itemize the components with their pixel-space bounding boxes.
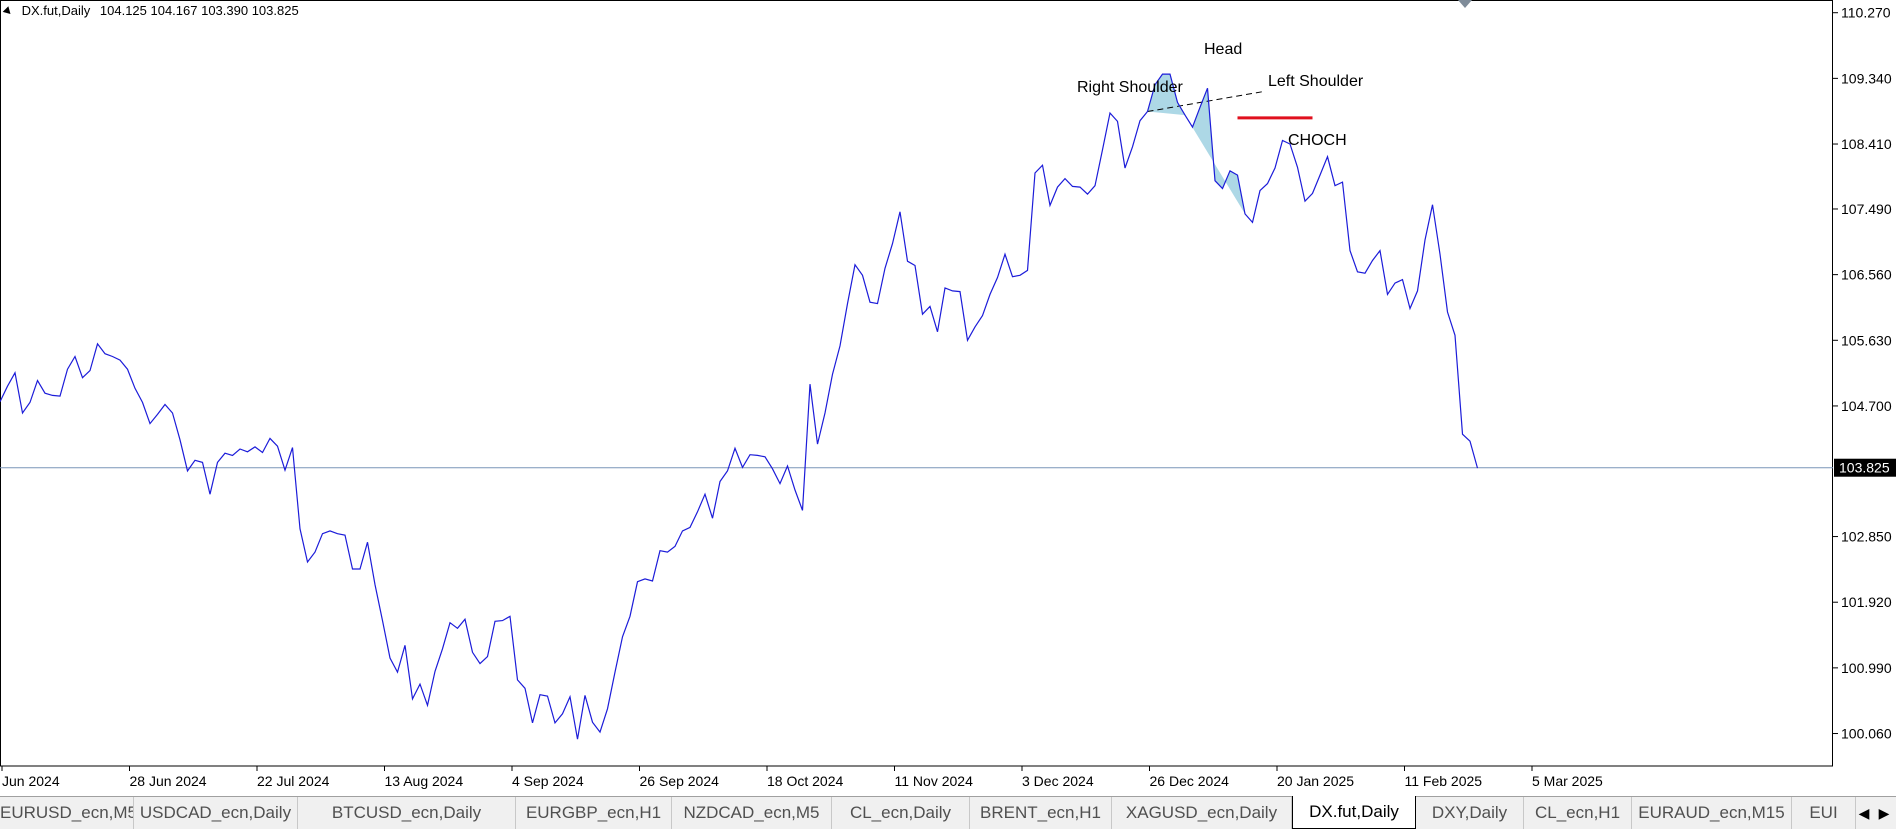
x-tick-label: 22 Jul 2024 [257,773,330,789]
tab-nzdcad-m5[interactable]: NZDCAD_ecn,M5 [672,797,832,829]
tab-dxy-daily[interactable]: DXY,Daily [1416,797,1524,829]
tab-overflow[interactable]: EUI [1792,797,1856,829]
x-tick-label: 3 Dec 2024 [1022,773,1094,789]
tab-btcusd-daily[interactable]: BTCUSD_ecn,Daily [298,797,516,829]
tab-euraud-m15[interactable]: EURAUD_ecn,M15 [1632,797,1792,829]
x-tick-label: 11 Feb 2025 [1405,773,1483,789]
scroll-tabs-left-icon[interactable]: ◀ [1858,805,1870,821]
x-tick-label: 4 Sep 2024 [512,773,584,789]
tab-dx-fut-daily[interactable]: DX.fut,Daily [1292,796,1416,829]
x-tick-label: 26 Dec 2024 [1150,773,1230,789]
y-tick-label: 100.060 [1841,726,1892,742]
tab-eurusd-m5[interactable]: EURUSD_ecn,M5 [0,797,134,829]
head-label: Head [1204,41,1242,58]
collapse-arrow-icon[interactable] [2,6,14,17]
x-tick-label: 18 Oct 2024 [767,773,843,789]
x-tick-label: 26 Sep 2024 [640,773,720,789]
y-tick-label: 100.990 [1841,660,1892,676]
choch-label: CHOCH [1288,132,1347,149]
x-tick-label: Jun 2024 [2,773,60,789]
current-price-tag [1834,458,1896,477]
chart-area[interactable]: 110.270 109.340 108.410 107.490 106.560 105.6… [0,0,1896,796]
right-shoulder-fill [1147,74,1185,116]
chart-shift-marker-icon[interactable] [1458,0,1472,8]
y-tick-label: 101.920 [1841,594,1892,610]
plot-frame [0,0,1833,767]
tab-cl-h1[interactable]: CL_ecn,H1 [1524,797,1632,829]
y-tick-label: 109.340 [1841,70,1892,86]
y-tick-label: 105.630 [1841,332,1892,348]
y-tick-label: 110.270 [1841,5,1891,21]
y-tick-label: 104.700 [1841,398,1892,414]
x-tick-label: 11 Nov 2024 [895,773,974,789]
symbol-header: DX.fut,Daily 104.125 104.167 103.390 103… [2,3,299,18]
price-chart[interactable]: 110.270 109.340 108.410 107.490 106.560 105.6… [0,0,1896,796]
x-tick-label: 20 Jan 2025 [1277,773,1354,789]
left-shoulder-label: Left Shoulder [1268,73,1364,90]
x-tick-label: 28 Jun 2024 [130,773,207,789]
scroll-tabs-right-icon[interactable]: ▶ [1878,805,1890,821]
tab-eurgbp-h1[interactable]: EURGBP_ecn,H1 [516,797,672,829]
head-fill [1185,88,1245,214]
chart-tab-bar: EURUSD_ecn,M5 USDCAD_ecn,Daily BTCUSD_ec… [0,796,1896,829]
tab-usdcad-daily[interactable]: USDCAD_ecn,Daily [134,797,298,829]
current-price-label: 103.825 [1839,460,1890,476]
tab-xagusd-daily[interactable]: XAGUSD_ecn,Daily [1112,797,1292,829]
symbol-label: DX.fut,Daily [21,3,91,18]
y-tick-label: 106.560 [1841,267,1892,283]
y-tick-label: 107.490 [1841,201,1892,217]
tab-brent-h1[interactable]: BRENT_ecn,H1 [970,797,1112,829]
right-shoulder-label: Right Shoulder [1077,79,1184,96]
x-tick-label: 13 Aug 2024 [385,773,464,789]
price-line [0,73,1479,740]
ohlc-values: 104.125 104.167 103.390 103.825 [99,3,299,18]
x-tick-label: 5 Mar 2025 [1532,773,1603,789]
y-tick-label: 102.850 [1841,529,1892,545]
y-tick-label: 108.410 [1841,136,1892,152]
tab-cl-daily[interactable]: CL_ecn,Daily [832,797,970,829]
